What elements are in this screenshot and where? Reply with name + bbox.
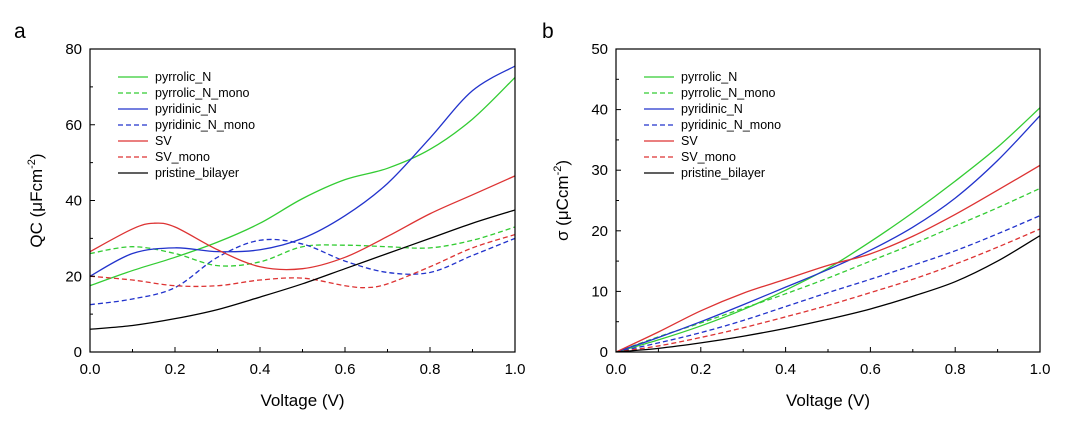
y-tick-label: 0	[74, 344, 82, 361]
legend-label-pyridinic-N: pyridinic_N	[155, 102, 217, 116]
y-tick-label: 40	[65, 193, 82, 210]
y-axis-label-unit: μCcm	[553, 175, 572, 220]
x-tick-label: 0.6	[335, 361, 356, 378]
x-tick-label: 0.0	[80, 361, 101, 378]
legend-label-pyrrolic-N: pyrrolic_N	[681, 70, 737, 84]
x-tick-label: 0.2	[690, 361, 711, 378]
series-line-pyridinic-N-mono	[90, 237, 515, 306]
legend-label-pyrrolic-N-mono: pyrrolic_N_mono	[155, 86, 250, 100]
y-tick-label: 20	[65, 268, 82, 285]
y-axis-label-close: )	[27, 153, 46, 159]
series-line-SV	[616, 164, 1040, 352]
y-axis-label-exponent: -2	[552, 166, 564, 176]
chart-panel-a: a 0.0 0.2 0.4 0.6 0.8 1.0 0 20 40 60 80 Voltage (V) Q…	[14, 20, 525, 410]
legend-label-pyridinic-N-mono: pyridinic_N_mono	[681, 118, 781, 132]
x-tick-label: 1.0	[1030, 361, 1051, 378]
series-line-SV	[90, 175, 515, 271]
y-axis-label-main: QC (	[27, 211, 46, 247]
legend-label-SV-mono: SV_mono	[681, 150, 736, 164]
legend-label-SV: SV	[681, 134, 698, 148]
x-tick-label: 0.0	[606, 361, 627, 378]
legend-label-pyrrolic-N: pyrrolic_N	[155, 70, 211, 84]
y-axis-label-close: )	[553, 160, 572, 166]
x-tick-label: 0.4	[775, 361, 796, 378]
x-tick-label: 0.8	[945, 361, 966, 378]
series-line-SV-mono	[90, 233, 515, 289]
legend-label-pristine-bilayer: pristine_bilayer	[155, 166, 239, 180]
y-tick-label: 0	[600, 344, 608, 361]
y-axis-label-exponent: -2	[26, 159, 38, 169]
y-tick-label: 30	[591, 162, 608, 179]
y-tick-label: 40	[591, 102, 608, 119]
legend-label-SV: SV	[155, 134, 172, 148]
legend-label-SV-mono: SV_mono	[155, 150, 210, 164]
series-line-pristine-bilayer	[90, 209, 515, 330]
x-tick-label: 1.0	[505, 361, 526, 378]
legend-label-pristine-bilayer: pristine_bilayer	[681, 166, 765, 180]
legend-label-pyrrolic-N-mono: pyrrolic_N_mono	[681, 86, 776, 100]
legend-label-pyridinic-N-mono: pyridinic_N_mono	[155, 118, 255, 132]
x-tick-label: 0.8	[420, 361, 441, 378]
x-tick-label: 0.2	[165, 361, 186, 378]
y-axis-label: σ (μCcm-2)	[552, 160, 572, 241]
series-group	[90, 65, 515, 330]
series-group	[616, 107, 1040, 352]
series-line-pyridinic-N-mono	[616, 215, 1040, 352]
series-line-pyridinic-N	[90, 65, 515, 277]
panel-letter: a	[14, 20, 26, 43]
chart-panel-b: b 0.0 0.2 0.4 0.6 0.8 1.0 0 10 20 30 40 50 Voltage (V…	[542, 20, 1050, 410]
x-axis-label: Voltage (V)	[786, 391, 870, 410]
series-line-pyrrolic-N-mono	[90, 226, 515, 267]
y-tick-label: 80	[65, 41, 82, 58]
series-line-pyridinic-N	[616, 115, 1040, 352]
y-axis-label-main: σ (	[553, 220, 572, 241]
y-tick-label: 20	[591, 223, 608, 240]
panel-letter: b	[542, 20, 554, 43]
series-line-SV-mono	[616, 228, 1040, 352]
series-line-pyrrolic-N	[616, 107, 1040, 352]
plot-frame	[89, 48, 516, 353]
y-axis-label-unit: μFcm	[27, 169, 46, 212]
series-line-pyrrolic-N	[90, 76, 515, 287]
series-line-pristine-bilayer	[616, 235, 1040, 352]
legend-label-pyridinic-N: pyridinic_N	[681, 102, 743, 116]
x-axis-label: Voltage (V)	[260, 391, 344, 410]
x-tick-label: 0.6	[860, 361, 881, 378]
plot-frame	[615, 48, 1041, 353]
y-tick-label: 60	[65, 117, 82, 134]
x-tick-label: 0.4	[250, 361, 271, 378]
y-axis-label: QC (μFcm-2)	[26, 153, 46, 247]
y-tick-label: 50	[591, 41, 608, 58]
y-tick-label: 10	[591, 283, 608, 300]
